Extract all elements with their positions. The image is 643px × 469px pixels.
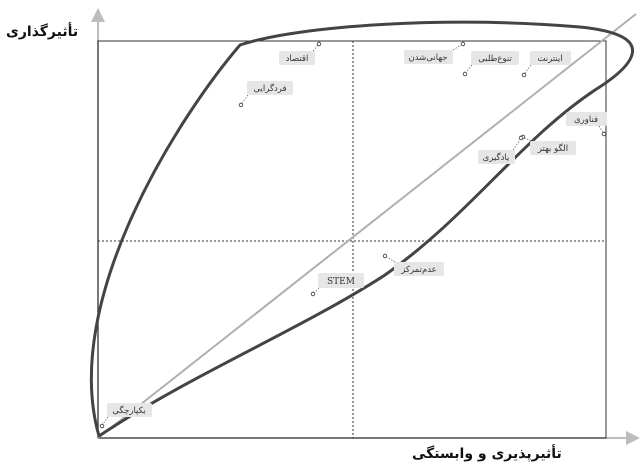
label-eqtesad: اقتصاد [279, 41, 322, 65]
label-yadgiri: یادگیری [478, 135, 524, 164]
label-jahanishodan: جهانی‌شدن [404, 41, 466, 64]
label-stem: STEM [310, 273, 364, 297]
x-axis-arrow-icon [626, 431, 640, 445]
svg-text:تنوع‌طلبی: تنوع‌طلبی [478, 54, 512, 64]
quadrant-frame [97, 40, 607, 439]
label-yekparchegi: یکپارچگی [99, 403, 152, 429]
svg-text:الگو بهتر: الگو بهتر [537, 143, 568, 154]
svg-text:یکپارچگی: یکپارچگی [112, 405, 146, 416]
svg-text:عدم‌تمرکز: عدم‌تمرکز [400, 265, 437, 275]
label-tanavotalabi: تنوع‌طلبی [462, 51, 519, 77]
y-axis-arrow-icon [91, 8, 105, 22]
y-axis-title: تأثیرگذاری [6, 24, 79, 40]
svg-text:STEM: STEM [327, 277, 355, 287]
svg-text:فردگرایی: فردگرایی [253, 83, 286, 94]
x-axis-title: تأثیرپذیری و وابستگی [412, 446, 562, 462]
label-fardgerayi: فردگرایی [238, 81, 293, 108]
svg-text:اقتصاد: اقتصاد [286, 54, 309, 64]
label-olgoo-behtar: الگو بهتر [520, 134, 576, 155]
svg-text:جهانی‌شدن: جهانی‌شدن [408, 53, 447, 63]
diagonal-line [97, 13, 637, 439]
svg-text:فناوری: فناوری [574, 115, 598, 125]
label-fanavari: فناوری [566, 112, 607, 137]
label-internet: اینترنت [521, 51, 571, 78]
svg-text:اینترنت: اینترنت [537, 54, 562, 64]
svg-text:یادگیری: یادگیری [483, 152, 510, 163]
label-adam-tamarkoz: عدم‌تمرکز [382, 253, 444, 276]
closed-curve [89, 20, 635, 438]
